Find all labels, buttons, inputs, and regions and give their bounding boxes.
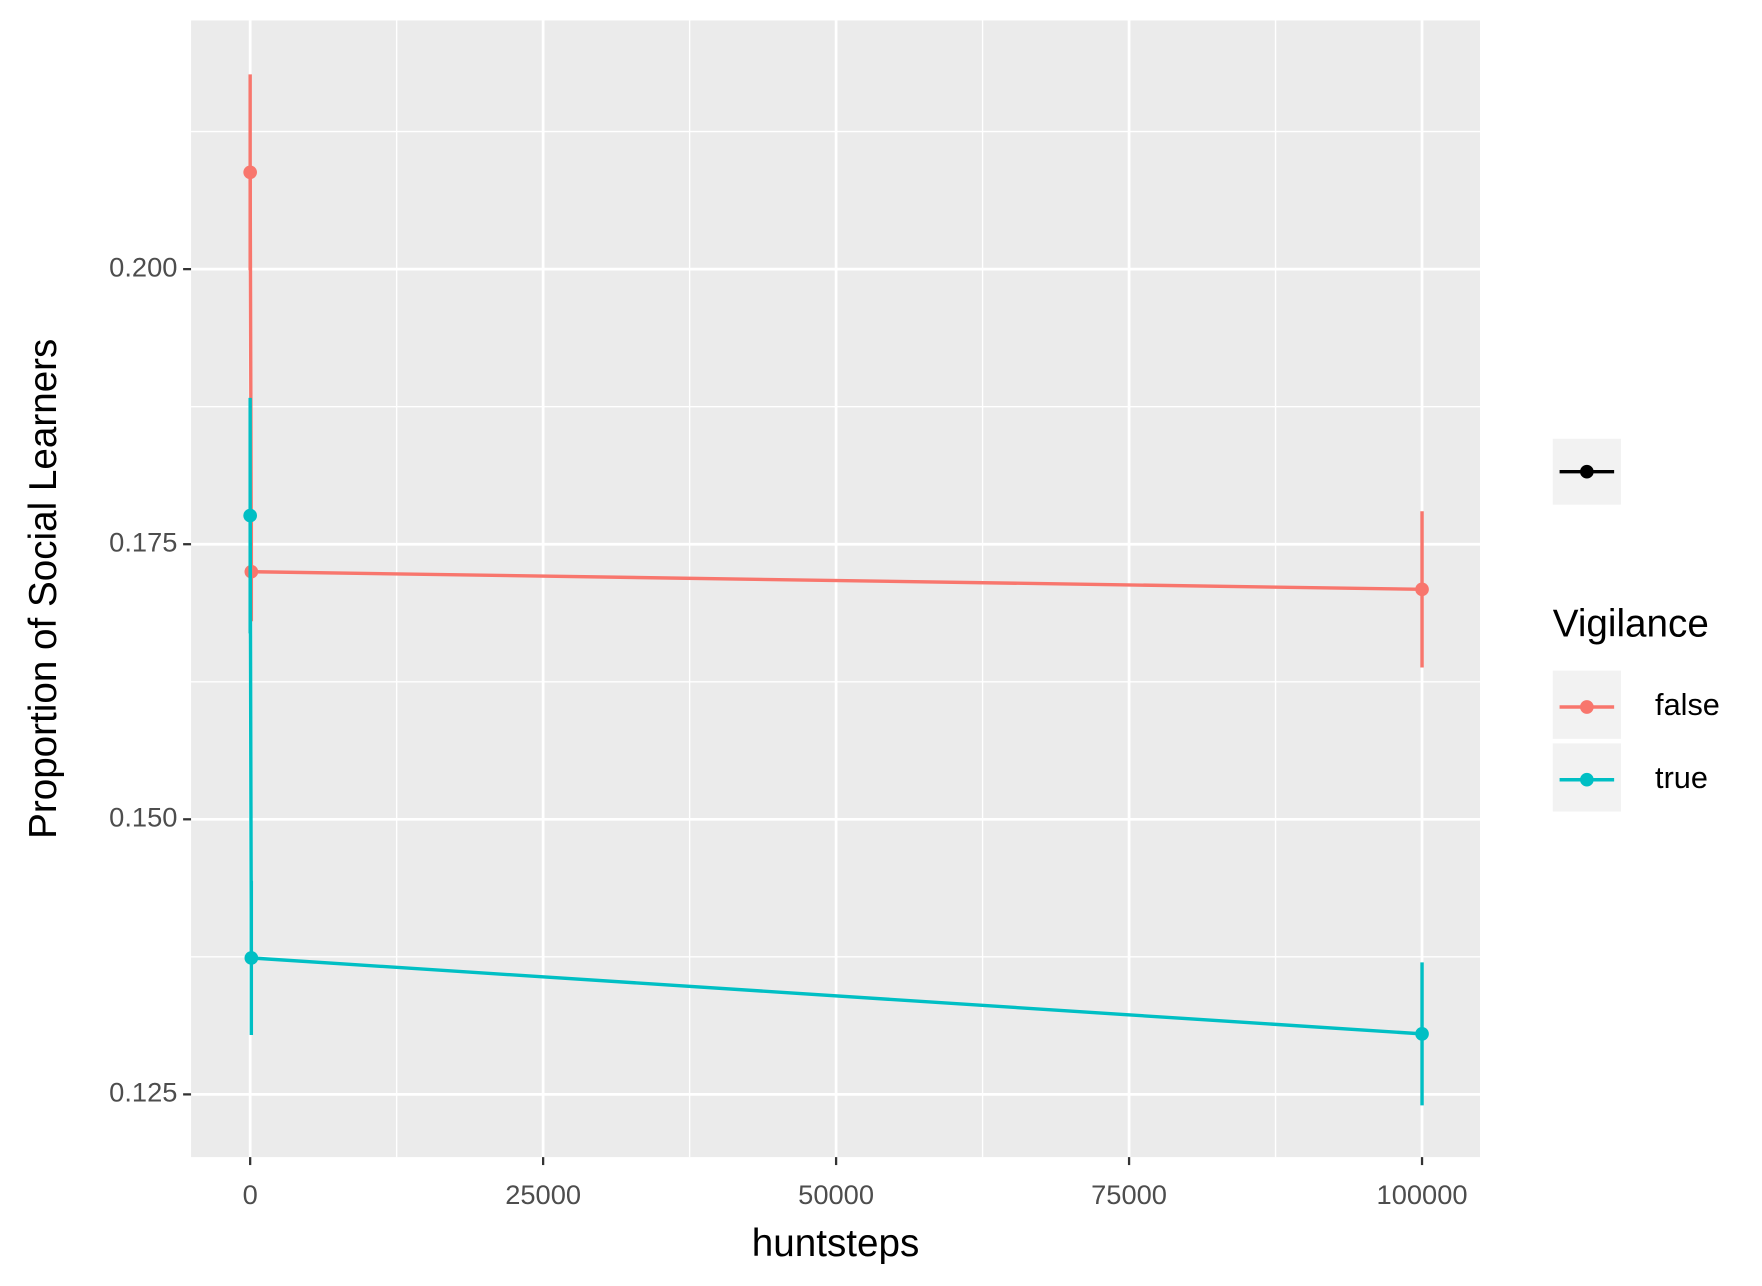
- x-tick-label: 25000: [505, 1179, 581, 1210]
- legend-key-point: [1580, 700, 1594, 714]
- point: [243, 165, 257, 180]
- point: [244, 951, 259, 965]
- legend-label: false: [1655, 687, 1720, 722]
- x-tick-label: 75000: [1091, 1179, 1167, 1210]
- plot: [243, 74, 1429, 1106]
- point: [243, 508, 257, 523]
- y-tick-label: 0.125: [109, 1077, 177, 1108]
- legend-label: true: [1655, 760, 1708, 795]
- y-tick-label: 0.175: [109, 526, 177, 557]
- legend: false true: [1552, 670, 1720, 812]
- point: [1415, 1027, 1429, 1041]
- legend-title: Vigilance: [1553, 602, 1709, 645]
- x-axis-title: huntsteps: [752, 1222, 920, 1265]
- x-tick-label: 0: [243, 1179, 258, 1210]
- point: [1415, 582, 1429, 597]
- legend-extra-key: [1552, 438, 1621, 505]
- y-tick-label: 0.200: [109, 251, 177, 282]
- x-tick-label: 100000: [1377, 1179, 1468, 1210]
- legend-key-point: [1580, 772, 1594, 787]
- y-tick-label: 0.150: [109, 802, 177, 833]
- x-tick-label: 50000: [798, 1179, 874, 1210]
- grid: [191, 20, 1481, 1158]
- y-axis-title: Proportion of Social Learners: [22, 339, 65, 839]
